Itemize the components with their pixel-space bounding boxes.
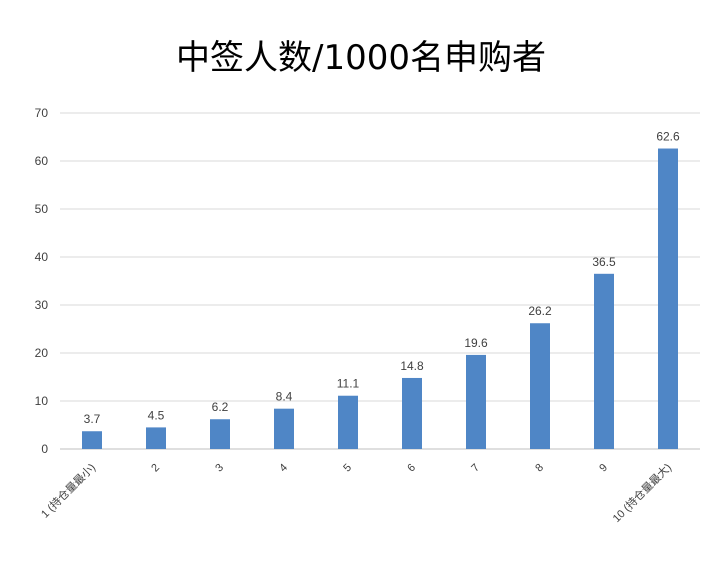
y-tick-label: 10 [35,394,49,408]
data-label: 6.2 [212,400,229,414]
bar [338,395,358,449]
y-tick-label: 50 [35,202,49,216]
x-tick-label: 10 (持仓量最大) [609,460,674,525]
data-label: 19.6 [464,336,488,350]
data-label: 26.2 [528,304,552,318]
data-label: 4.5 [148,408,165,422]
data-label: 3.7 [84,412,101,426]
x-tick-label: 4 [277,462,290,475]
bar [210,419,230,449]
bar [402,377,422,449]
data-label: 11.1 [337,377,360,391]
data-label: 36.5 [592,255,616,269]
y-tick-label: 30 [35,298,49,312]
x-tick-label: 2 [149,462,162,475]
bar [146,427,166,449]
x-tick-label: 9 [597,462,610,475]
data-label: 62.6 [656,130,680,144]
bar [658,148,678,449]
y-tick-label: 20 [35,346,49,360]
data-label: 8.4 [276,390,293,404]
y-tick-label: 40 [35,250,49,264]
chart-title: 中签人数/1000名申购者 [176,38,546,78]
x-tick-label: 3 [213,462,226,475]
y-tick-label: 70 [35,106,49,120]
x-tick-label: 8 [533,462,546,475]
x-tick-label: 5 [341,462,354,475]
bar [530,323,550,449]
bar [274,408,294,449]
y-tick-label: 0 [41,442,48,456]
bar [466,354,486,449]
x-tick-label: 1 (持仓量最小) [38,460,98,520]
x-tick-label: 6 [405,462,418,475]
bar [594,273,614,449]
y-tick-label: 60 [35,154,49,168]
x-tick-label: 7 [469,462,482,475]
data-label: 14.8 [400,359,424,373]
bar [82,431,102,449]
